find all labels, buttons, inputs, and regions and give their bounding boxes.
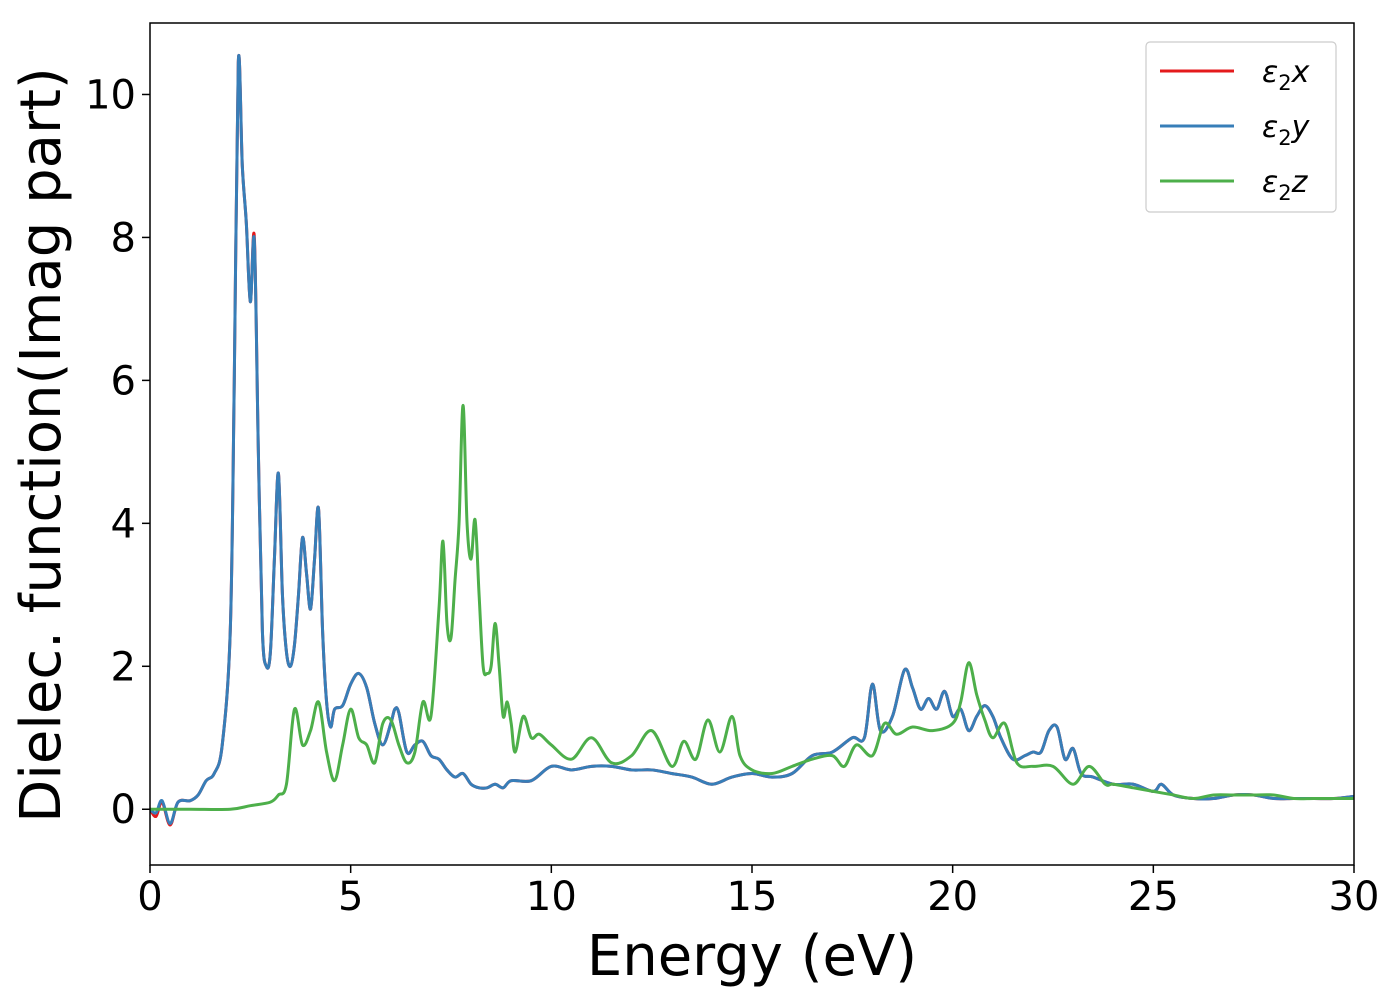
x-tick-label: 20 — [927, 874, 978, 920]
series-line-y — [150, 53, 1354, 826]
x-axis: 0 5 10 15 20 25 30 — [137, 865, 1379, 920]
legend-box — [1145, 41, 1337, 213]
legend-label-x: ε2x — [1262, 55, 1310, 95]
y-tick-label: 2 — [111, 644, 136, 690]
legend-label-z: ε2z — [1262, 165, 1309, 205]
x-axis-title: Energy (eV) — [587, 924, 917, 989]
series-line-z — [150, 403, 1354, 812]
y-tick-label: 8 — [111, 215, 136, 261]
y-tick-label: 0 — [111, 787, 136, 833]
legend-label-y: ε2y — [1262, 110, 1311, 150]
x-tick-label: 25 — [1128, 874, 1179, 920]
y-tick-label: 4 — [111, 501, 136, 547]
y-tick-label: 6 — [111, 358, 136, 404]
x-tick-label: 15 — [727, 874, 778, 920]
legend: ε2x ε2y ε2z — [1145, 41, 1337, 213]
x-tick-label: 30 — [1329, 874, 1380, 920]
y-axis: 0 2 4 6 8 10 — [85, 72, 150, 833]
x-tick-label: 5 — [338, 874, 363, 920]
series-layer — [150, 53, 1354, 827]
x-tick-label: 0 — [137, 874, 162, 920]
y-axis-title: Dielec. function(Imag part) — [9, 67, 74, 823]
x-tick-label: 10 — [526, 874, 577, 920]
y-tick-label: 10 — [85, 72, 136, 118]
